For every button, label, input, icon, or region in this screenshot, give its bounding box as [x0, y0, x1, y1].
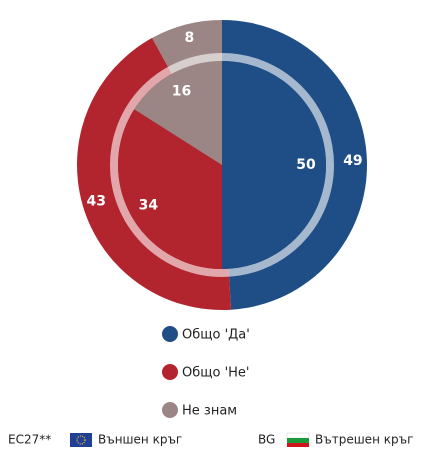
legend-label: Не знам — [182, 404, 237, 419]
legend-swatch — [162, 326, 178, 342]
inner-ring-label: Вътрешен кръг — [315, 433, 413, 447]
pie-slice — [118, 109, 222, 269]
data-label: 34 — [139, 197, 159, 213]
outer-series-name: EC27** — [8, 433, 51, 447]
data-label: 49 — [343, 153, 362, 169]
pie-slice — [134, 61, 222, 165]
pie-slice — [222, 61, 326, 269]
legend-label: Общо 'Да' — [182, 328, 250, 343]
ring-separator — [110, 53, 334, 277]
bg-flag — [286, 432, 310, 447]
eu-flag — [70, 433, 92, 447]
legend-swatch — [162, 402, 178, 418]
outer-ring-label: Външен кръг — [98, 433, 182, 447]
legend-swatch — [162, 364, 178, 380]
data-label: 50 — [296, 157, 316, 173]
data-label: 8 — [185, 30, 195, 46]
data-label: 43 — [86, 194, 105, 210]
data-label: 16 — [172, 83, 191, 99]
inner-series-name: BG — [258, 433, 275, 447]
legend-label: Общо 'Не' — [182, 366, 250, 381]
